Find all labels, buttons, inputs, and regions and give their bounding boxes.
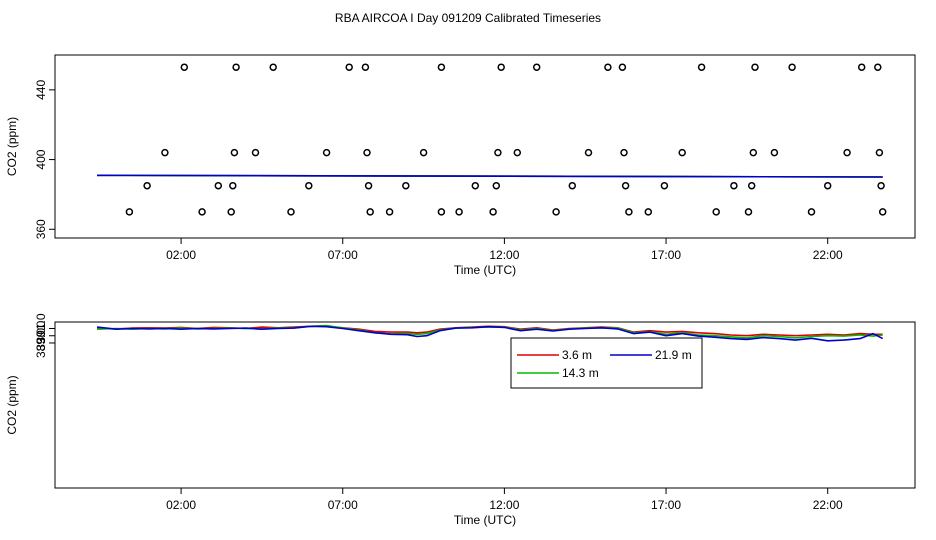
data-point (513, 148, 522, 157)
data-point (532, 63, 541, 71)
data-point (770, 148, 779, 157)
data-point (251, 148, 260, 157)
data-point (322, 148, 331, 157)
data-point (497, 63, 505, 71)
data-point (878, 208, 887, 216)
plot-frame (54, 54, 916, 239)
data-point (660, 181, 669, 190)
y-axis-label: CO2 (ppm) (5, 375, 19, 434)
top-panel-scatter: 02:00 07:00 12:00 17:00 22:00 360 400 440 Time (… (5, 54, 916, 277)
data-point (552, 208, 560, 216)
data-point (437, 208, 446, 216)
data-point (625, 208, 633, 216)
data-point (305, 181, 313, 190)
data-point (198, 208, 206, 216)
x-tick-label: 02:00 (166, 498, 196, 512)
plot-area (96, 324, 884, 342)
data-point (492, 181, 501, 190)
x-tick-label: 12:00 (489, 498, 519, 512)
y-tick-label: 389.0 (34, 328, 48, 358)
data-point (363, 148, 371, 157)
data-point (697, 63, 706, 71)
data-point (402, 181, 410, 190)
data-point (712, 208, 720, 216)
y-tick-label: 400 (34, 149, 48, 169)
x-axis-label: Time (UTC) (454, 263, 516, 277)
x-tick-label: 17:00 (651, 248, 681, 262)
data-point (437, 63, 446, 71)
figure-title: RBA AIRCOA I Day 091209 Calibrated Times… (335, 11, 601, 25)
data-point (620, 148, 628, 157)
data-point (751, 63, 759, 71)
x-tick-label: 17:00 (651, 498, 681, 512)
data-point (644, 208, 653, 216)
data-point (364, 181, 373, 190)
plot-frame (54, 321, 916, 489)
data-point (143, 181, 151, 190)
data-point (584, 148, 593, 157)
data-point (161, 148, 169, 157)
x-tick-label: 02:00 (166, 248, 196, 262)
data-point (823, 181, 832, 190)
data-point (214, 181, 223, 190)
legend-label: 14.3 m (562, 366, 599, 380)
data-point (471, 181, 480, 190)
data-point (568, 181, 577, 190)
data-point (227, 208, 235, 216)
data-point (230, 148, 239, 157)
data-point (788, 63, 796, 71)
data-point (877, 181, 885, 190)
y-axis-label: CO2 (ppm) (5, 117, 19, 176)
x-tick-label: 22:00 (813, 248, 843, 262)
series-line-2 (96, 174, 883, 178)
y-tick-label: 440 (34, 80, 48, 100)
y-tick-label: 390.0 (34, 320, 48, 350)
x-tick-label: 07:00 (328, 248, 358, 262)
data-point (455, 208, 463, 216)
data-point (345, 63, 353, 71)
x-axis-label: Time (UTC) (454, 513, 516, 527)
data-point (618, 63, 627, 71)
data-point (874, 63, 882, 71)
data-point (843, 148, 851, 157)
legend: 3.6 m 21.9 m 14.3 m (510, 337, 703, 389)
data-point (857, 63, 866, 71)
series-line-21-9-m (96, 325, 884, 342)
data-point (385, 208, 394, 216)
data-point (287, 208, 295, 216)
data-point (875, 148, 884, 157)
y-tick-label: 360 (34, 219, 48, 239)
data-point (749, 148, 758, 157)
data-point (125, 208, 134, 216)
data-point (269, 63, 277, 71)
legend-label: 3.6 m (562, 348, 592, 362)
y-tick-label: 391.0 (34, 313, 48, 343)
data-point (229, 181, 237, 190)
data-point (807, 208, 816, 216)
x-tick-label: 12:00 (489, 248, 519, 262)
data-point (744, 208, 753, 216)
legend-box (510, 337, 703, 389)
x-tick-label: 07:00 (328, 498, 358, 512)
x-tick-label: 22:00 (813, 498, 843, 512)
data-point (361, 63, 370, 71)
data-point (366, 208, 374, 216)
data-point (604, 63, 612, 71)
data-point (180, 63, 189, 71)
data-point (232, 63, 240, 71)
data-point (494, 148, 502, 157)
data-point (730, 181, 738, 190)
data-point (489, 208, 497, 216)
legend-label: 21.9 m (655, 348, 692, 362)
data-point (419, 148, 428, 157)
bottom-panel-timeseries: 02:00 07:00 12:00 17:00 22:00 389.0390.0391.0… (5, 313, 916, 527)
plot-area (96, 63, 887, 216)
data-point (678, 148, 686, 157)
data-point (621, 181, 630, 190)
data-point (747, 181, 756, 190)
